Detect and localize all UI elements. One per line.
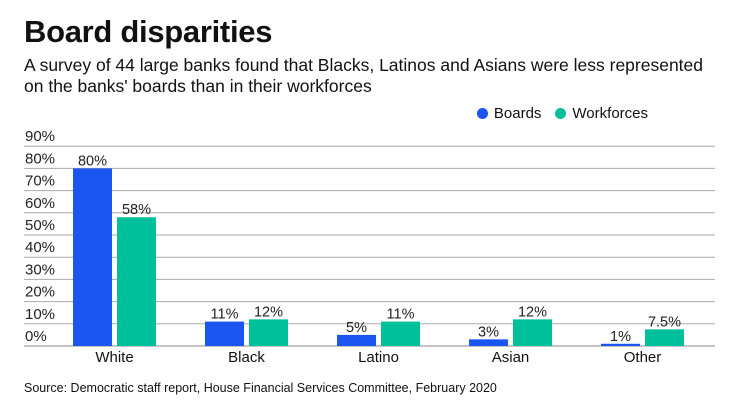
data-label: 11% xyxy=(211,307,239,323)
legend-label-workforces: Workforces xyxy=(572,105,648,122)
y-tick-label: 10% xyxy=(25,306,55,323)
bar-workforces xyxy=(513,319,552,346)
y-tick-label: 0% xyxy=(25,328,47,345)
y-tick-label: 90% xyxy=(25,128,55,145)
y-tick-label: 70% xyxy=(25,173,55,190)
x-tick-label: Other xyxy=(624,349,662,366)
data-label: 1% xyxy=(610,329,631,345)
data-label: 5% xyxy=(346,320,367,336)
legend-item-boards: Boards xyxy=(476,105,542,122)
y-tick-label: 50% xyxy=(25,217,55,234)
bar-boards xyxy=(601,343,640,346)
x-tick-label: Asian xyxy=(492,349,530,366)
chart-subtitle: A survey of 44 large banks found that Bl… xyxy=(24,55,704,96)
y-tick-label: 80% xyxy=(25,150,55,167)
bar-workforces xyxy=(249,319,288,346)
data-label: 58% xyxy=(122,202,151,218)
y-tick-label: 60% xyxy=(25,195,55,212)
legend-swatch-workforces xyxy=(555,108,567,119)
bar-boards xyxy=(205,321,244,346)
data-label: 7.5% xyxy=(648,314,681,330)
data-label: 11% xyxy=(387,307,415,323)
chart-title: Board disparities xyxy=(24,14,273,49)
legend-swatch-boards xyxy=(476,108,488,119)
y-tick-label: 40% xyxy=(25,239,55,256)
legend: Boards Workforces xyxy=(476,105,648,122)
x-tick-label: Latino xyxy=(358,349,399,366)
data-label: 3% xyxy=(478,324,499,340)
legend-label-boards: Boards xyxy=(493,105,542,122)
data-label: 12% xyxy=(518,304,547,320)
bar-boards xyxy=(337,334,376,346)
legend-item-workforces: Workforces xyxy=(555,105,648,122)
data-label: 80% xyxy=(78,153,107,169)
bar-boards xyxy=(469,339,508,346)
x-tick-label: Black xyxy=(228,349,265,366)
y-tick-label: 30% xyxy=(25,261,55,278)
bar-workforces xyxy=(645,329,684,346)
x-tick-label: White xyxy=(95,349,133,366)
bar-boards xyxy=(73,168,112,346)
bar-workforces xyxy=(117,217,156,346)
y-tick-label: 20% xyxy=(25,284,55,301)
source-note: Source: Democratic staff report, House F… xyxy=(24,381,497,395)
bar-workforces xyxy=(381,321,420,346)
data-label: 12% xyxy=(254,304,283,320)
